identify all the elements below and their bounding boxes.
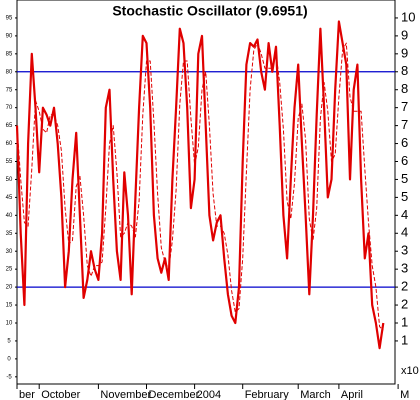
y2-tick-label: 1	[401, 314, 408, 329]
x-tick-label: December	[149, 389, 200, 400]
y-tick-label: 85	[6, 51, 13, 57]
y-tick-label: 20	[6, 285, 13, 291]
y-tick-label: 70	[6, 105, 13, 111]
x-tick-label: M	[400, 389, 409, 400]
y-tick-label: 55	[6, 159, 13, 165]
y2-tick-label: 10	[401, 9, 415, 24]
y-tick-label: 10	[6, 321, 13, 327]
y-tick-label: 50	[6, 177, 13, 183]
y-tick-label: 80	[6, 69, 13, 75]
x-tick-label: ber	[19, 389, 35, 400]
x-tick-label: March	[300, 389, 331, 400]
x-tick-label: November	[100, 389, 151, 400]
y2-tick-label: 2	[401, 279, 408, 294]
y-tick-label: 95	[6, 16, 13, 22]
x-tick-label: 2004	[197, 389, 221, 400]
y-tick-label: 90	[6, 33, 13, 39]
plot-frame	[16, 0, 396, 385]
y-tick-label: 60	[6, 141, 13, 147]
y2-tick-label: 3	[401, 261, 408, 276]
y2-tick-label: 9	[401, 27, 408, 42]
y-tick-label: 15	[6, 303, 13, 309]
y-tick-label: 45	[6, 195, 13, 201]
y-tick-label: 5	[7, 339, 11, 345]
y2-tick-label: 9	[401, 45, 408, 60]
y2-tick-label: 4	[401, 225, 408, 240]
unit-label: x10	[401, 365, 419, 377]
y2-tick-label: 8	[401, 81, 408, 96]
y2-tick-label: 7	[401, 99, 408, 114]
y-tick-label: 0	[7, 356, 11, 362]
y2-tick-label: 5	[401, 171, 408, 186]
y2-tick-label: 6	[401, 135, 408, 150]
y2-tick-label: 5	[401, 189, 408, 204]
chart-title: Stochastic Oscillator (9.6951)	[112, 3, 307, 19]
y-tick-label: 25	[6, 267, 13, 273]
series-line	[16, 42, 384, 331]
y2-tick-label: 2	[401, 296, 408, 311]
y-tick-label: 35	[6, 231, 13, 237]
y2-tick-label: 6	[401, 153, 408, 168]
y2-tick-label: 4	[401, 207, 408, 222]
y-tick-label: 40	[6, 213, 13, 219]
y2-tick-label: 1	[401, 332, 408, 347]
x-tick-label: October	[41, 389, 80, 400]
y2-tick-label: 8	[401, 63, 408, 78]
x-tick-label: April	[341, 389, 363, 400]
series-line	[15, 20, 385, 350]
y-tick-label: 75	[6, 87, 13, 93]
y-tick-label: 65	[6, 123, 13, 129]
y2-tick-label: 3	[401, 243, 408, 258]
y-tick-label: 30	[6, 249, 13, 255]
y-tick-label: -5	[6, 374, 12, 380]
x-tick-label: February	[245, 389, 290, 400]
y2-tick-label: 7	[401, 117, 408, 132]
